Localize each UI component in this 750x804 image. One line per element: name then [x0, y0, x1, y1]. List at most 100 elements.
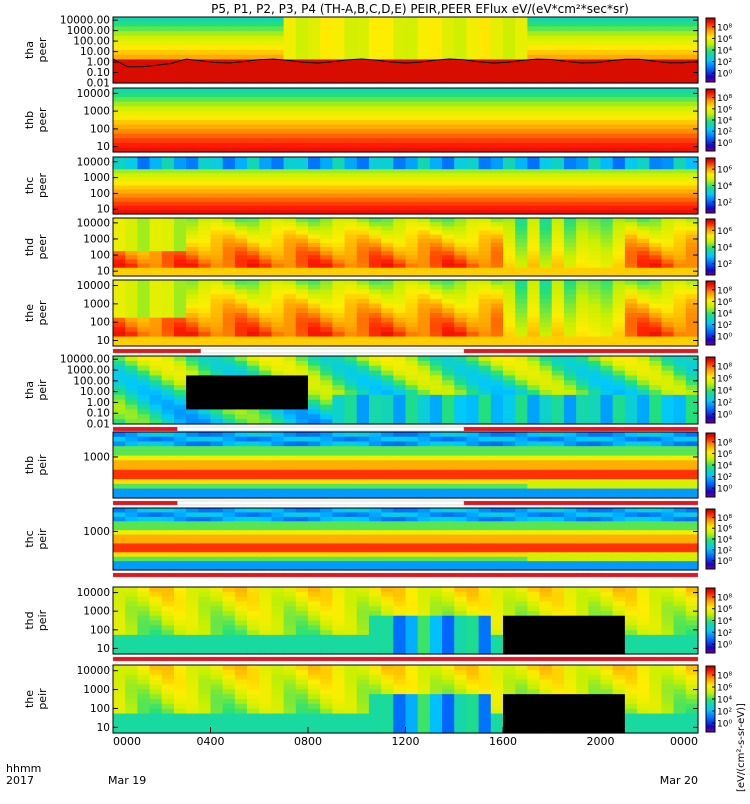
- spectrogram-cell: [345, 64, 358, 69]
- spectrogram-cell: [357, 332, 370, 337]
- spectrogram-cell: [601, 134, 614, 139]
- spectrogram-cell: [540, 125, 553, 130]
- spectrogram-cell: [503, 125, 516, 130]
- spectrogram-cell: [588, 41, 601, 46]
- spectrogram-cell: [186, 235, 199, 240]
- spectrogram-cell: [686, 409, 699, 414]
- spectrogram-cell: [552, 361, 565, 366]
- spectrogram-cell: [661, 202, 674, 207]
- spectrogram-cell: [637, 304, 650, 309]
- spectrogram-cell: [162, 202, 175, 207]
- spectrogram-cell: [418, 239, 431, 244]
- spectrogram-cell: [527, 165, 540, 170]
- spectrogram-cell: [686, 327, 699, 332]
- spectrogram-cell: [369, 206, 382, 211]
- spectrogram-cell: [162, 190, 175, 195]
- spectrogram-cell: [211, 74, 224, 79]
- spectrogram-cell: [186, 31, 199, 36]
- spectrogram-cell: [271, 460, 284, 465]
- spectrogram-cell: [491, 280, 504, 285]
- spectrogram-cell: [296, 177, 309, 182]
- spectrogram-cell: [113, 561, 126, 566]
- spectrogram-cell: [150, 115, 163, 120]
- spectrogram-cell: [454, 129, 467, 134]
- spectrogram-cell: [674, 414, 687, 419]
- spectrogram-cell: [503, 64, 516, 69]
- spectrogram-cell: [466, 409, 479, 414]
- spectrogram-cell: [198, 371, 211, 376]
- spectrogram-cell: [162, 106, 175, 111]
- spectrogram-cell: [198, 294, 211, 299]
- spectrogram-cell: [357, 465, 370, 470]
- spectrogram-cell: [186, 206, 199, 211]
- spectrogram-cell: [284, 366, 297, 371]
- spectrogram-cell: [527, 489, 540, 494]
- spectrogram-cell: [150, 561, 163, 566]
- spectrogram-cell: [637, 177, 650, 182]
- spectrogram-cell: [320, 285, 333, 290]
- spectrogram-cell: [357, 45, 370, 50]
- spectrogram-cell: [113, 36, 126, 41]
- spectrogram-cell: [466, 255, 479, 260]
- spectrogram-cell: [174, 322, 187, 327]
- spectrogram-cell: [564, 251, 577, 256]
- spectrogram-cell: [454, 235, 467, 240]
- spectrogram-cell: [613, 264, 626, 269]
- spectrogram-cell: [223, 405, 236, 410]
- spectrogram-cell: [430, 289, 443, 294]
- spectrogram-cell: [418, 173, 431, 178]
- spectrogram-cell: [576, 441, 589, 446]
- spectrogram-cell: [381, 380, 394, 385]
- spectrogram-cell: [625, 255, 638, 260]
- spectrogram-cell: [393, 414, 406, 419]
- spectrogram-cell: [137, 337, 150, 342]
- spectrogram-cell: [137, 243, 150, 248]
- spectrogram-cell: [540, 143, 553, 148]
- spectrogram-cell: [625, 143, 638, 148]
- spectrogram-cell: [649, 230, 662, 235]
- spectrogram-cell: [406, 441, 419, 446]
- spectrogram-cell: [540, 239, 553, 244]
- spectrogram-cell: [588, 120, 601, 125]
- spectrogram-cell: [601, 294, 614, 299]
- spectrogram-cell: [211, 294, 224, 299]
- spectrogram-cell: [332, 456, 345, 461]
- spectrogram-cell: [247, 268, 260, 273]
- spectrogram-cell: [308, 138, 321, 143]
- spectrogram-cell: [625, 405, 638, 410]
- spectrogram-cell: [162, 198, 175, 203]
- spectrogram-cell: [430, 332, 443, 337]
- spectrogram-cell: [418, 129, 431, 134]
- spectrogram-cell: [137, 539, 150, 544]
- spectrogram-cell: [296, 414, 309, 419]
- spectrogram-cell: [442, 218, 455, 223]
- spectrogram-cell: [150, 375, 163, 380]
- spectrogram-cell: [454, 26, 467, 31]
- spectrogram-cell: [381, 165, 394, 170]
- spectrogram-cell: [247, 400, 260, 405]
- spectrogram-cell: [527, 222, 540, 227]
- spectrogram-cell: [150, 451, 163, 456]
- spectrogram-cell: [296, 327, 309, 332]
- colorbar-tick-label: 10⁴: [717, 310, 732, 320]
- spectrogram-cell: [320, 186, 333, 191]
- spectrogram-cell: [466, 308, 479, 313]
- spectrogram-cell: [162, 390, 175, 395]
- spectrogram-cell: [613, 380, 626, 385]
- spectrogram-cell: [601, 115, 614, 120]
- spectrogram-cell: [308, 55, 321, 60]
- spectrogram-cell: [235, 206, 248, 211]
- spectrogram-cell: [113, 186, 126, 191]
- spectrogram-cell: [235, 361, 248, 366]
- spectrogram-cell: [308, 125, 321, 130]
- spectrogram-cell: [198, 356, 211, 361]
- spectrogram-cell: [259, 190, 272, 195]
- spectrogram-cell: [137, 512, 150, 517]
- spectrogram-cell: [259, 111, 272, 116]
- spectrogram-cell: [613, 198, 626, 203]
- spectrogram-cell: [393, 432, 406, 437]
- spectrogram-cell: [661, 327, 674, 332]
- spectrogram-cell: [150, 218, 163, 223]
- spectrogram-cell: [271, 332, 284, 337]
- spectrogram-cell: [625, 111, 638, 116]
